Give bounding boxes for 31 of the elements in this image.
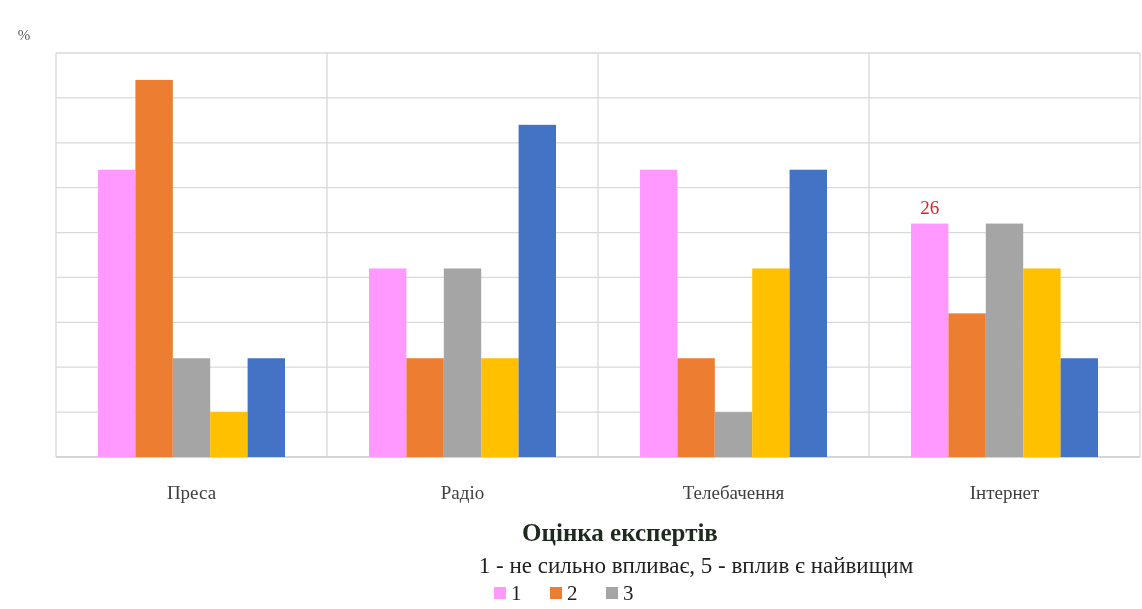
bar: [369, 268, 407, 457]
x-axis-title: Оцінка експертів: [522, 519, 718, 546]
legend-label: 2: [567, 581, 578, 605]
bar: [640, 169, 678, 457]
bar: [481, 358, 519, 457]
x-tick-label: Радіо: [440, 482, 485, 503]
bar: [752, 268, 790, 457]
bar: [789, 169, 827, 457]
bar: [247, 358, 285, 457]
legend-label: 3: [623, 581, 634, 605]
bar: [135, 79, 173, 457]
bar: [443, 268, 482, 457]
bar: [677, 358, 715, 457]
bar: [518, 124, 556, 457]
bar: [172, 358, 211, 457]
bar: [406, 358, 444, 457]
y-axis-title: %: [17, 27, 31, 43]
bar: [948, 313, 986, 457]
x-tick-label: Інтернет: [969, 482, 1041, 503]
legend-label: 1: [511, 581, 522, 605]
legend-title: 1 - не сильно впливає, 5 - вплив є найвищим: [478, 553, 914, 578]
bar: [1023, 268, 1061, 457]
x-tick-label: Преса: [166, 482, 217, 503]
bar: [985, 223, 1024, 457]
bar: [911, 223, 949, 457]
bar: [714, 412, 753, 457]
bar: [1060, 358, 1098, 457]
bar: [98, 169, 136, 457]
data-label: 26: [920, 196, 940, 218]
x-tick-label: Телебачення: [682, 482, 785, 503]
bar: [210, 412, 248, 457]
